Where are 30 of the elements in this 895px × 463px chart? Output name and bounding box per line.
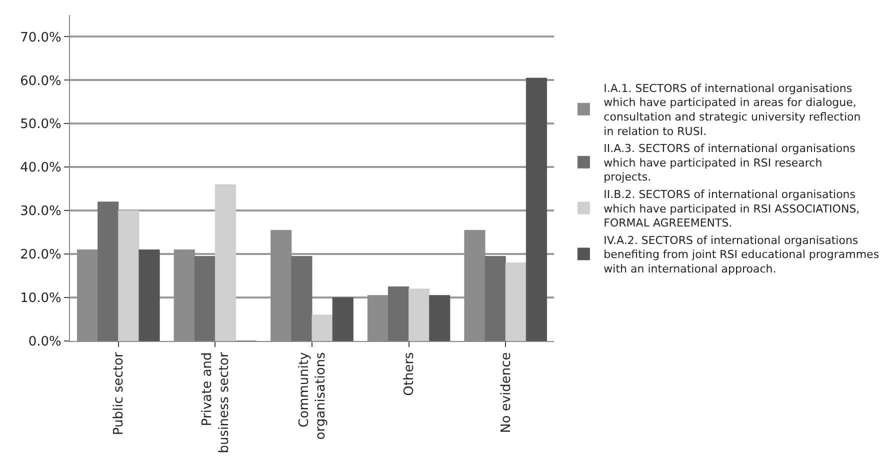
bar xyxy=(505,262,526,341)
legend-label: I.A.1. SECTORS of international organisations which have participated in areas for dialogue, consultation and strategic university reflection in relation to RUSI. xyxy=(604,82,861,138)
x-tick-label: Public sector xyxy=(112,352,127,436)
bar xyxy=(408,288,430,341)
legend-label: IV.A.2. SECTORS of international organisations benefiting from joint RSI educational programmes with an international approach. xyxy=(604,234,880,276)
bar xyxy=(138,249,160,341)
legend-label: II.B.2. SECTORS of international organisations which have participated in RSI ASSOCIATIONS, FORMAL AGREEMENTS. xyxy=(604,188,860,230)
x-tick-label: No evidence xyxy=(498,352,514,433)
bar xyxy=(291,256,312,341)
bar xyxy=(484,256,506,341)
y-tick-label: 0.0% xyxy=(28,334,62,350)
bar xyxy=(214,184,236,341)
legend-label: II.A.3. SECTORS of international organisations which have participated in RSI research projects. xyxy=(604,142,856,184)
y-tick-label: 30.0% xyxy=(20,204,62,220)
x-tick-label: Private and business sector xyxy=(200,352,232,454)
bar xyxy=(429,295,450,341)
bar xyxy=(312,314,333,341)
y-tick-label: 60.0% xyxy=(20,74,62,89)
bar xyxy=(194,256,216,341)
y-tick-label: 10.0% xyxy=(20,291,62,306)
y-tick-label: 70.0% xyxy=(20,30,62,46)
y-tick-label: 40.0% xyxy=(20,160,62,176)
bar xyxy=(118,210,140,341)
y-tick-label: 20.0% xyxy=(20,248,62,263)
x-tick-label: Others xyxy=(402,352,418,396)
bar xyxy=(526,78,547,341)
bar xyxy=(388,286,410,341)
bar xyxy=(332,297,354,341)
bar xyxy=(98,202,119,341)
y-tick-label: 50.0% xyxy=(20,117,62,132)
